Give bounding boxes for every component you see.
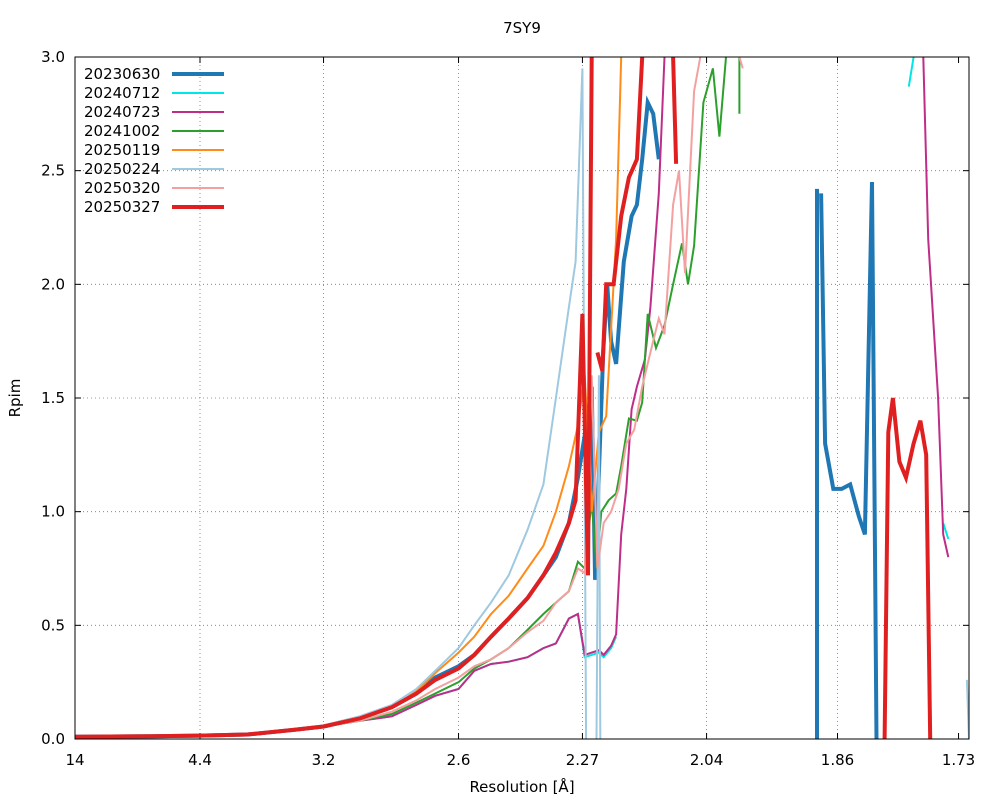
x-tick-label: 2.04 xyxy=(690,751,723,769)
y-tick-label: 2.5 xyxy=(41,162,65,180)
x-tick-label: 2.6 xyxy=(447,751,471,769)
y-tick-label: 0.0 xyxy=(41,730,65,748)
y-tick-label: 0.5 xyxy=(41,616,65,634)
y-tick-label: 3.0 xyxy=(41,48,65,66)
x-axis-label: Resolution [Å] xyxy=(469,777,574,796)
x-tick-label: 1.73 xyxy=(942,751,975,769)
legend-label: 20250320 xyxy=(84,179,160,197)
axis-ticks: 14 4.4 3.2 2.6 2.27 2.04 1.86 1.73 0.0 0.5 1.0 1.5 2… xyxy=(41,48,975,769)
legend-label: 20241002 xyxy=(84,122,160,140)
legend: 2023063020240712202407232024100220250119… xyxy=(84,65,224,216)
y-tick-label: 2.0 xyxy=(41,275,65,293)
x-tick-label: 14 xyxy=(65,751,84,769)
x-tick-label: 4.4 xyxy=(188,751,212,769)
y-tick-label: 1.0 xyxy=(41,503,65,521)
x-tick-label: 2.27 xyxy=(566,751,599,769)
legend-label: 20250327 xyxy=(84,198,160,216)
series-line-20230630 xyxy=(75,95,879,739)
legend-label: 20240712 xyxy=(84,84,160,102)
series-lines xyxy=(75,56,969,739)
legend-label: 20230630 xyxy=(84,65,160,83)
legend-label: 20250119 xyxy=(84,141,160,159)
x-tick-label: 1.86 xyxy=(821,751,854,769)
legend-label: 20240723 xyxy=(84,103,160,121)
legend-label: 20250224 xyxy=(84,160,160,178)
chart-title: 7SY9 xyxy=(503,19,541,37)
series-line-20250327 xyxy=(75,56,933,739)
plot-frame xyxy=(74,56,970,740)
y-axis-label: Rpim xyxy=(6,379,24,418)
x-tick-label: 3.2 xyxy=(312,751,336,769)
y-tick-label: 1.5 xyxy=(41,389,65,407)
